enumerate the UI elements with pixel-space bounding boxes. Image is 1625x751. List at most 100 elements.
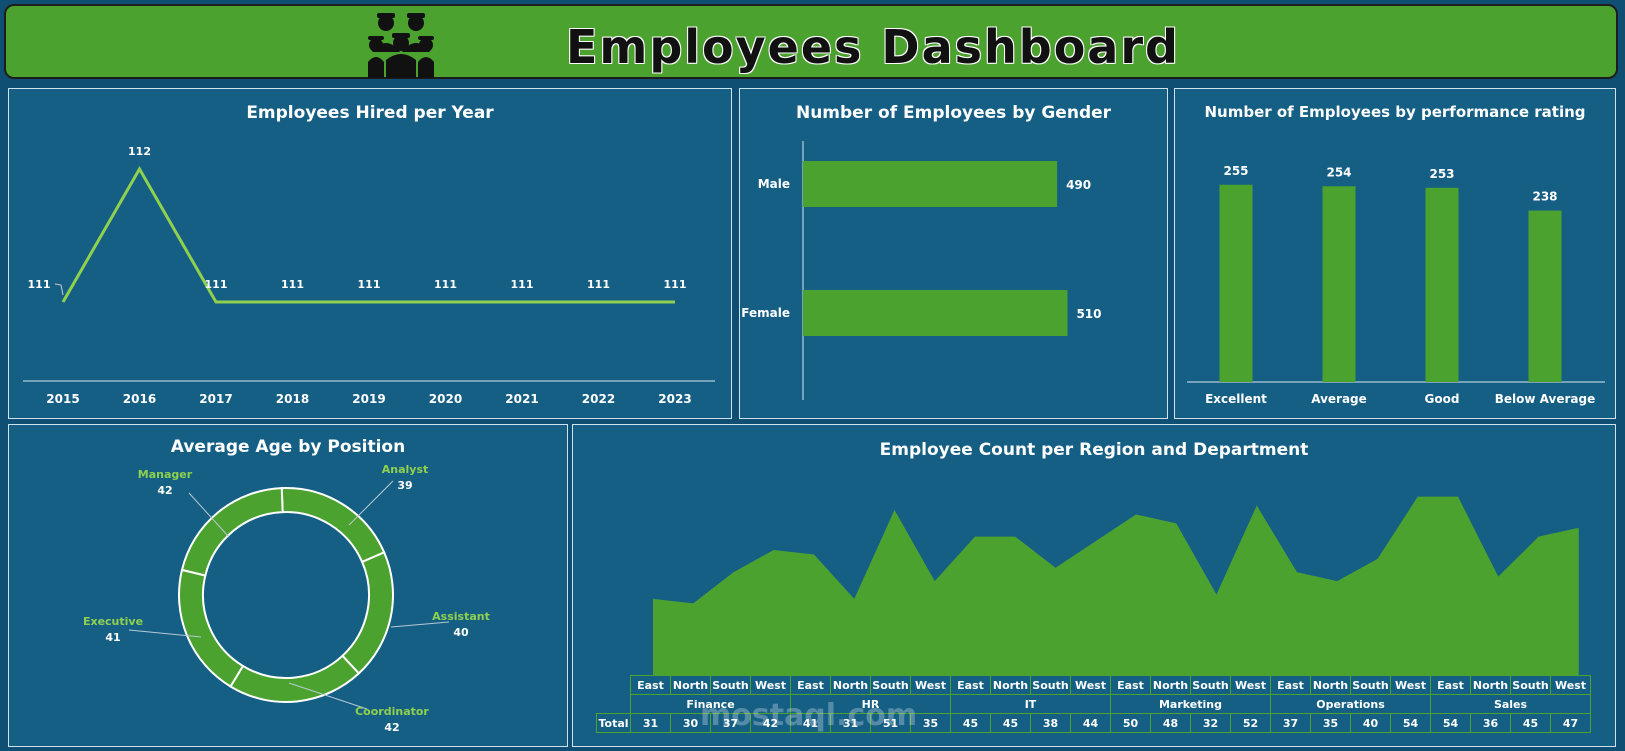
region-header-cell: West bbox=[1550, 675, 1591, 695]
total-value-cell: 36 bbox=[1470, 713, 1511, 733]
region-header-cell: East bbox=[1430, 675, 1471, 695]
region-header-cell: South bbox=[1510, 675, 1551, 695]
x-tick-label: 2023 bbox=[658, 392, 691, 406]
bar-average bbox=[1322, 186, 1356, 382]
data-label: 111 bbox=[664, 278, 687, 291]
region-header-cell: West bbox=[1230, 675, 1271, 695]
leader-line bbox=[188, 492, 230, 538]
region-header-cell: East bbox=[630, 675, 671, 695]
region-header-cell: West bbox=[1070, 675, 1111, 695]
category-label: Below Average bbox=[1495, 392, 1595, 406]
total-value-cell: 41 bbox=[790, 713, 831, 733]
total-value-cell: 44 bbox=[1070, 713, 1111, 733]
total-value-cell: 37 bbox=[710, 713, 751, 733]
dashboard-header: Employees Dashboard bbox=[4, 4, 1618, 79]
region-header-cell: South bbox=[710, 675, 751, 695]
slice-analyst bbox=[280, 487, 386, 564]
dashboard-title: Employees Dashboard bbox=[566, 20, 1180, 74]
category-label: Good bbox=[1425, 392, 1460, 406]
data-label: 111 bbox=[358, 278, 381, 291]
slice-manager bbox=[180, 487, 284, 577]
region-header-cell: West bbox=[910, 675, 951, 695]
total-value-cell: 42 bbox=[750, 713, 791, 733]
region-header-cell: East bbox=[790, 675, 831, 695]
value-label: 254 bbox=[1326, 165, 1351, 179]
region-header-cell: South bbox=[1190, 675, 1231, 695]
bar-excellent bbox=[1219, 184, 1253, 382]
total-value-cell: 50 bbox=[1110, 713, 1151, 733]
region-data-table: East North South West East North South West East… bbox=[596, 675, 1591, 733]
department-header-cell: Marketing bbox=[1110, 694, 1271, 714]
hired-series-line bbox=[61, 165, 675, 304]
value-label: 253 bbox=[1429, 167, 1454, 181]
region-header-cell: West bbox=[1390, 675, 1431, 695]
category-label: Manager bbox=[138, 468, 193, 481]
bar-male bbox=[803, 161, 1058, 207]
data-label: 111 bbox=[281, 278, 304, 291]
x-tick-label: 2015 bbox=[46, 392, 79, 406]
x-tick-label: 2018 bbox=[276, 392, 309, 406]
gender-chart-title: Number of Employees by Gender bbox=[795, 103, 1112, 123]
data-label: 111 bbox=[511, 278, 534, 291]
x-tick-label: 2017 bbox=[199, 392, 232, 406]
value-label: 42 bbox=[157, 484, 172, 497]
category-label: Executive bbox=[83, 615, 143, 628]
x-tick-label: 2022 bbox=[582, 392, 615, 406]
region-header-cell: East bbox=[1110, 675, 1151, 695]
category-label: Excellent bbox=[1205, 392, 1267, 406]
leader-line bbox=[348, 480, 394, 526]
category-label: Assistant bbox=[432, 610, 490, 623]
data-label: 112 bbox=[128, 145, 151, 158]
total-value-cell: 32 bbox=[1190, 713, 1231, 733]
region-area-series bbox=[653, 496, 1579, 675]
value-label: 490 bbox=[1066, 178, 1091, 192]
region-header-cell: East bbox=[950, 675, 991, 695]
value-label: 255 bbox=[1223, 164, 1248, 178]
value-label: 40 bbox=[453, 626, 469, 639]
age-doughnut-chart: Analyst 39 Assistant 40 Coordinator 42 Executi… bbox=[83, 463, 490, 734]
region-header-cell: South bbox=[1030, 675, 1071, 695]
hired-chart-title: Employees Hired per Year bbox=[246, 103, 494, 123]
x-tick-label: 2016 bbox=[123, 392, 156, 406]
slice-executive bbox=[178, 568, 245, 688]
value-label: 39 bbox=[397, 479, 412, 492]
data-label: 111 bbox=[587, 278, 610, 291]
category-label: Female bbox=[741, 306, 790, 320]
age-chart-title: Average Age by Position bbox=[170, 437, 406, 457]
total-value-cell: 45 bbox=[1510, 713, 1551, 733]
hired-per-year-panel: Employees Hired per Year 2015 111 2016 112 2… bbox=[8, 88, 732, 419]
total-value-cell: 45 bbox=[950, 713, 991, 733]
leader-line bbox=[390, 621, 450, 628]
performance-bar-chart: 255 Excellent 254 Average 253 Good 238 Below Av… bbox=[1187, 164, 1605, 406]
watermark: mostaql.com bbox=[700, 698, 918, 733]
total-value-cell: 37 bbox=[1270, 713, 1311, 733]
total-value-cell: 45 bbox=[990, 713, 1031, 733]
slice-assistant bbox=[341, 551, 394, 675]
gender-panel: Number of Employees by Gender Male 490 Fem… bbox=[739, 88, 1168, 419]
region-header-cell: South bbox=[1350, 675, 1391, 695]
data-label: 111 bbox=[28, 278, 51, 291]
region-header-cell: North bbox=[1150, 675, 1191, 695]
gender-bar-chart: Male 490 Female 510 bbox=[741, 141, 1102, 400]
region-header-cell: North bbox=[990, 675, 1031, 695]
total-value-cell: 40 bbox=[1350, 713, 1391, 733]
category-label: Analyst bbox=[382, 463, 429, 476]
leader-line bbox=[288, 682, 368, 710]
total-value-cell: 54 bbox=[1390, 713, 1431, 733]
leader-line bbox=[54, 283, 64, 296]
region-header-cell: North bbox=[1470, 675, 1511, 695]
category-label: Coordinator bbox=[355, 705, 429, 718]
total-value-cell: 35 bbox=[910, 713, 951, 733]
total-value-cell: 51 bbox=[870, 713, 911, 733]
age-panel: Average Age by Position Analyst 39 Assista… bbox=[8, 424, 568, 747]
region-header-cell: South bbox=[870, 675, 911, 695]
x-tick-label: 2019 bbox=[352, 392, 385, 406]
bar-good bbox=[1425, 187, 1459, 382]
x-tick-label: 2021 bbox=[505, 392, 538, 406]
data-label: 111 bbox=[434, 278, 457, 291]
region-header-cell: West bbox=[750, 675, 791, 695]
department-header-cell: Operations bbox=[1270, 694, 1431, 714]
value-label: 510 bbox=[1076, 307, 1101, 321]
total-value-cell: 52 bbox=[1230, 713, 1271, 733]
region-area-chart bbox=[652, 496, 1579, 675]
